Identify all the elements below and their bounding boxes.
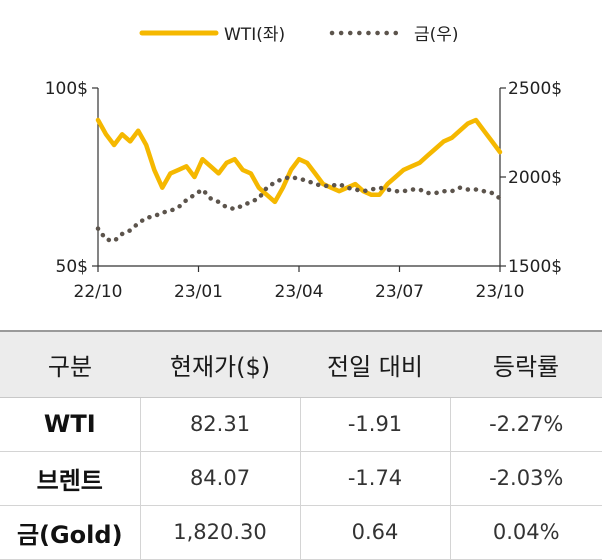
header-price: 현재가($) — [140, 330, 300, 398]
x-tick-label: 23/04 — [275, 282, 324, 302]
row-change: -1.91 — [299, 397, 450, 452]
legend-wti-label: WTI(좌) — [224, 25, 285, 45]
row-price: 1,820.30 — [139, 505, 300, 560]
table-row: WTI 82.31 -1.91 -2.27% — [0, 397, 602, 452]
y-right-tick-label: 2500$ — [508, 79, 562, 99]
table-row: 금(Gold) 1,820.30 0.64 0.04% — [0, 505, 602, 560]
row-name: 금(Gold) — [0, 505, 140, 560]
table-row: 브렌트 84.07 -1.74 -2.03% — [0, 451, 602, 506]
row-name: 브렌트 — [0, 451, 140, 506]
header-rate: 등락률 — [450, 330, 602, 398]
x-tick-label: 22/10 — [74, 282, 123, 302]
row-rate: 0.04% — [449, 505, 602, 560]
wti-series-line — [95, 117, 503, 205]
y-left-tick-label: 50$ — [56, 257, 88, 277]
row-price: 82.31 — [139, 397, 300, 452]
y-right-tick-label: 1500$ — [508, 257, 562, 277]
table-header-row: 구분 현재가($) 전일 대비 등락률 — [0, 330, 602, 398]
row-change: -1.74 — [299, 451, 450, 506]
y-left-tick-label: 100$ — [45, 79, 88, 99]
header-category: 구분 — [0, 330, 140, 398]
y-right-tick-label: 2000$ — [508, 168, 562, 188]
row-rate: -2.27% — [449, 397, 602, 452]
price-chart: 100$ 50$ 2500$ 2000$ 1500$ 22/10 23/01 23/04 23/… — [45, 25, 562, 302]
header-change: 전일 대비 — [300, 330, 450, 398]
x-tick-label: 23/01 — [174, 282, 223, 302]
row-rate: -2.03% — [449, 451, 602, 506]
row-price: 84.07 — [139, 451, 300, 506]
x-tick-label: 23/07 — [375, 282, 424, 302]
chart-svg: 100$ 50$ 2500$ 2000$ 1500$ 22/10 23/01 23/04 23/… — [45, 25, 562, 302]
row-name: WTI — [0, 397, 140, 452]
price-table: 구분 현재가($) 전일 대비 등락률 WTI 82.31 -1.91 -2.2… — [0, 330, 602, 560]
legend-gold-label: 금(우) — [414, 25, 459, 45]
price-table-wrapper: 구분 현재가($) 전일 대비 등락률 WTI 82.31 -1.91 -2.2… — [0, 330, 602, 560]
x-tick-label: 23/10 — [476, 282, 525, 302]
row-change: 0.64 — [299, 505, 450, 560]
gold-series-line — [95, 174, 503, 244]
